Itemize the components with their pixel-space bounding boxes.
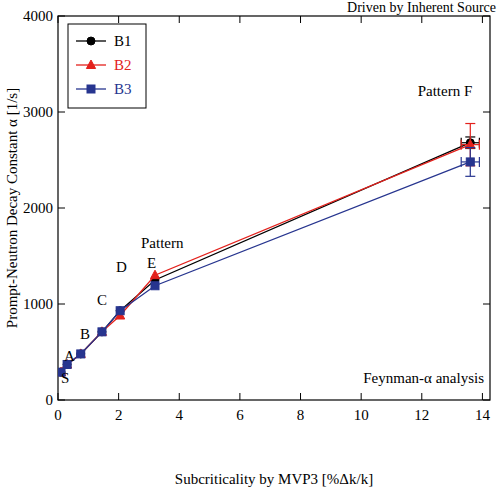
x-tick-label: 8 [297,407,305,423]
marker [76,349,85,358]
x-tick-top [361,16,362,23]
title: Driven by Inherent Source [347,0,496,15]
y-tick-label: 2000 [23,200,53,216]
annotation: E [147,255,156,271]
y-tick-label: 4000 [23,8,53,24]
x-tick [300,393,301,400]
annotation: Feynman-α analysis [363,370,484,386]
annotation: Pattern [141,235,184,251]
x-tick-top [179,16,180,23]
y-tick-right [483,304,490,305]
x-error-cap [479,140,480,150]
y-tick-label: 0 [46,392,54,408]
y-tick [58,208,65,209]
legend-marker [87,37,95,45]
legend-box [68,24,146,108]
x-tick [482,393,483,400]
x-tick-label: 0 [54,407,62,423]
legend: B1 B2 B3 [68,24,146,108]
series-line [61,145,470,373]
x-tick-top [300,16,301,23]
y-tick-right [483,400,490,401]
x-error-cap [461,157,462,167]
x-tick-label: 14 [475,407,491,423]
x-tick [58,393,59,400]
annotation: A [64,348,75,364]
annotation: C [97,292,107,308]
legend-label: B3 [114,81,132,97]
legend-marker [86,60,95,69]
x-tick-label: 4 [176,407,184,423]
y-tick-right [483,112,490,113]
marker [98,328,106,336]
annotation: S [61,370,69,386]
y-tick [58,16,65,17]
y-axis-label: Prompt-Neutron Decay Constant α [1/s] [4,88,20,328]
y-tick-label: 3000 [23,104,53,120]
x-error-cap [461,140,462,150]
y-tick-right [483,208,490,209]
marker [98,328,106,336]
marker [116,307,124,315]
y-tick [58,304,65,305]
marker [77,350,85,358]
y-tick-label: 1000 [23,296,53,312]
x-error-cap [479,157,480,167]
x-tick-top [421,16,422,23]
annotation: B [80,326,90,342]
x-tick-label: 10 [354,407,369,423]
legend-label: B1 [114,33,132,49]
marker [466,140,475,149]
x-tick [239,393,240,400]
legend-marker [87,85,95,93]
x-tick-label: 12 [414,407,429,423]
y-tick-right [483,16,490,17]
marker [77,350,85,358]
series-line [61,162,470,372]
y-tick [58,400,65,401]
x-tick [179,393,180,400]
plot-frame [58,16,490,400]
marker [150,270,159,279]
marker [151,282,159,290]
y-error-cap [465,123,475,124]
data-group [58,124,479,377]
y-error-cap [465,176,475,177]
legend-label: B2 [114,57,132,73]
x-tick [361,393,362,400]
x-tick [421,393,422,400]
x-tick-top [482,16,483,23]
marker [97,327,106,336]
x-tick-top [58,16,59,23]
series-line [61,143,470,372]
x-tick-top [239,16,240,23]
x-tick-label: 2 [115,407,123,423]
x-tick-top [118,16,119,23]
x-tick [118,393,119,400]
marker [116,307,124,315]
x-tick-label: 6 [236,407,244,423]
marker [466,158,474,166]
x-axis-label: Subcriticality by MVP3 [%Δk/k] [175,471,373,487]
y-error-cap [465,147,475,148]
annotation: Pattern F [418,83,473,99]
annotation: D [116,259,127,275]
chart: 0 2 4 6 8 10 12 14 0 1000 2000 3000 4000 Subcriticali… [0,0,500,498]
y-tick [58,112,65,113]
